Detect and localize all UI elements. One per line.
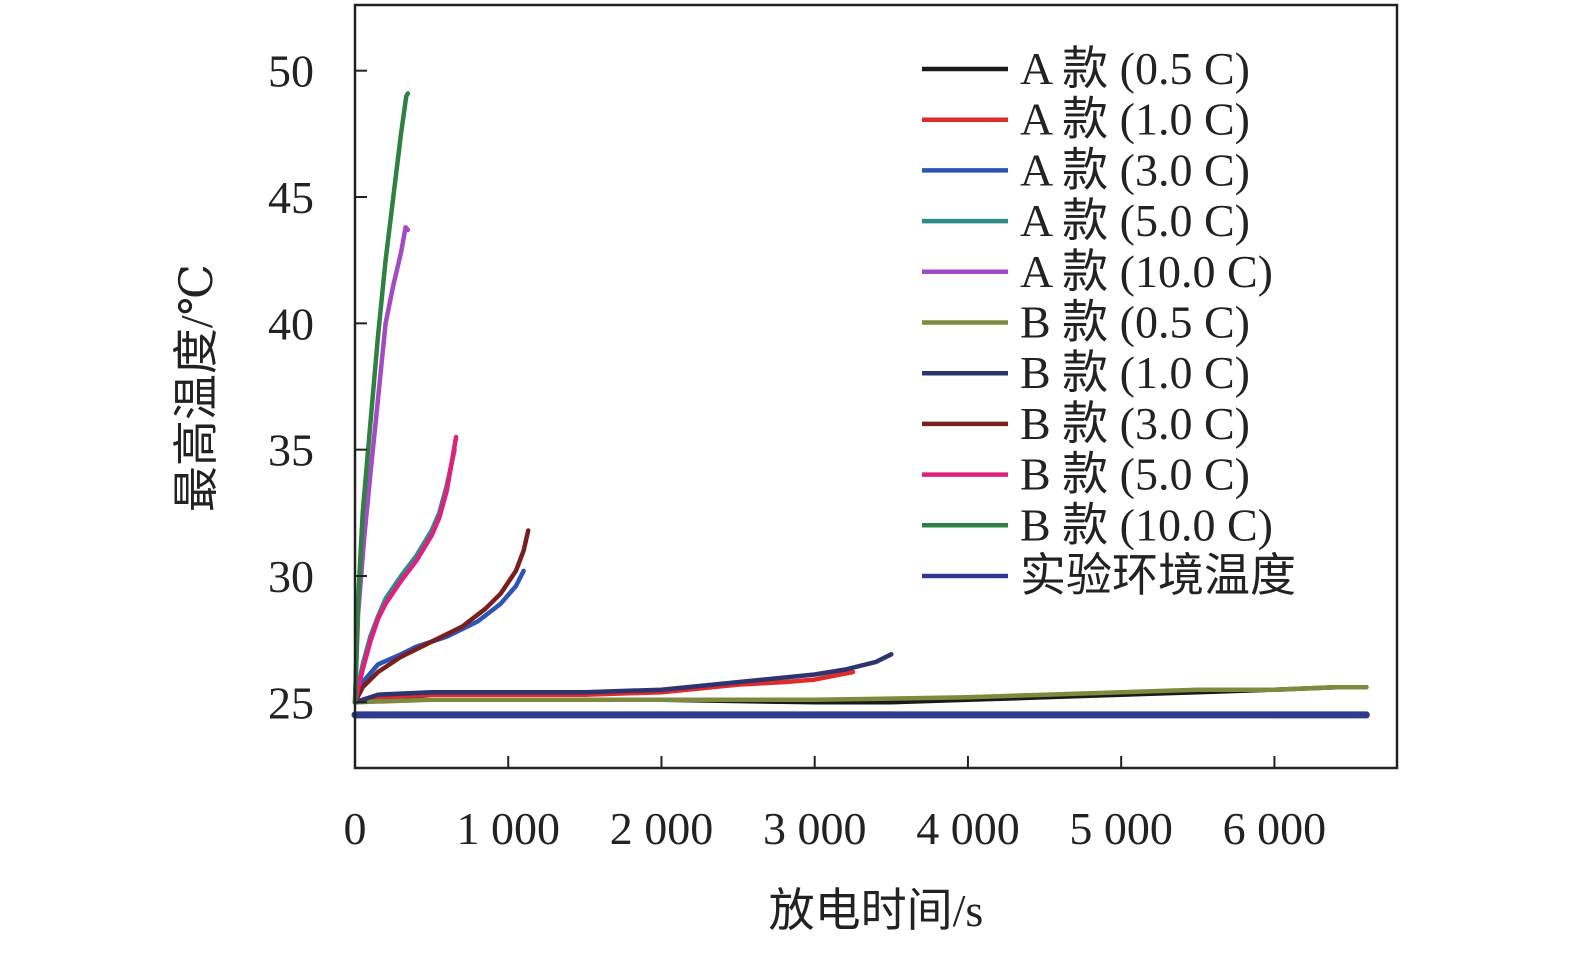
x-tick-label: 5 000 xyxy=(1069,803,1173,854)
series-line-6 xyxy=(352,684,1369,705)
x-tick-label: 4 000 xyxy=(916,803,1020,854)
legend-label: B 款 (5.0 C) xyxy=(1020,449,1250,500)
x-tick-label: 0 xyxy=(344,803,367,854)
y-tick-label: 25 xyxy=(268,677,314,728)
legend-label: B 款 (3.0 C) xyxy=(1020,398,1250,449)
legend-label: B 款 (1.0 C) xyxy=(1020,347,1250,398)
legend: A 款 (0.5 C)A 款 (1.0 C)A 款 (3.0 C)A 款 (5.… xyxy=(922,43,1296,601)
legend-label: A 款 (10.0 C) xyxy=(1020,246,1273,297)
legend-label: 实验环境温度 xyxy=(1020,550,1296,601)
series-line-2 xyxy=(352,669,856,705)
legend-label: B 款 (10.0 C) xyxy=(1020,499,1273,550)
series-layer xyxy=(351,91,1370,719)
y-axis: 25 30 35 40 45 50 xyxy=(268,46,367,728)
legend-label: A 款 (5.0 C) xyxy=(1020,195,1250,246)
x-axis-title: 放电时间/s xyxy=(769,885,984,936)
x-axis: 0 1 000 2 000 3 000 4 000 5 000 6 000 xyxy=(344,756,1327,854)
series-line-10 xyxy=(352,91,411,705)
y-tick-label: 50 xyxy=(268,46,314,97)
x-tick-label: 1 000 xyxy=(456,803,560,854)
x-tick-label: 3 000 xyxy=(763,803,867,854)
y-tick-label: 45 xyxy=(268,172,314,223)
legend-label: A 款 (1.0 C) xyxy=(1020,94,1250,145)
series-line-7 xyxy=(352,652,894,705)
plot-frame xyxy=(353,3,1399,770)
legend-label: A 款 (0.5 C) xyxy=(1020,43,1250,94)
y-tick-label: 40 xyxy=(268,298,314,349)
x-tick-label: 6 000 xyxy=(1223,803,1327,854)
legend-label: A 款 (3.0 C) xyxy=(1020,144,1250,195)
series-line-9 xyxy=(352,434,459,705)
series-line-8 xyxy=(352,528,531,705)
legend-label: B 款 (0.5 C) xyxy=(1020,297,1250,348)
x-tick-label: 2 000 xyxy=(610,803,714,854)
y-axis-title: 最高温度/℃ xyxy=(171,264,222,512)
y-tick-label: 30 xyxy=(268,551,314,602)
y-tick-label: 35 xyxy=(268,425,314,476)
